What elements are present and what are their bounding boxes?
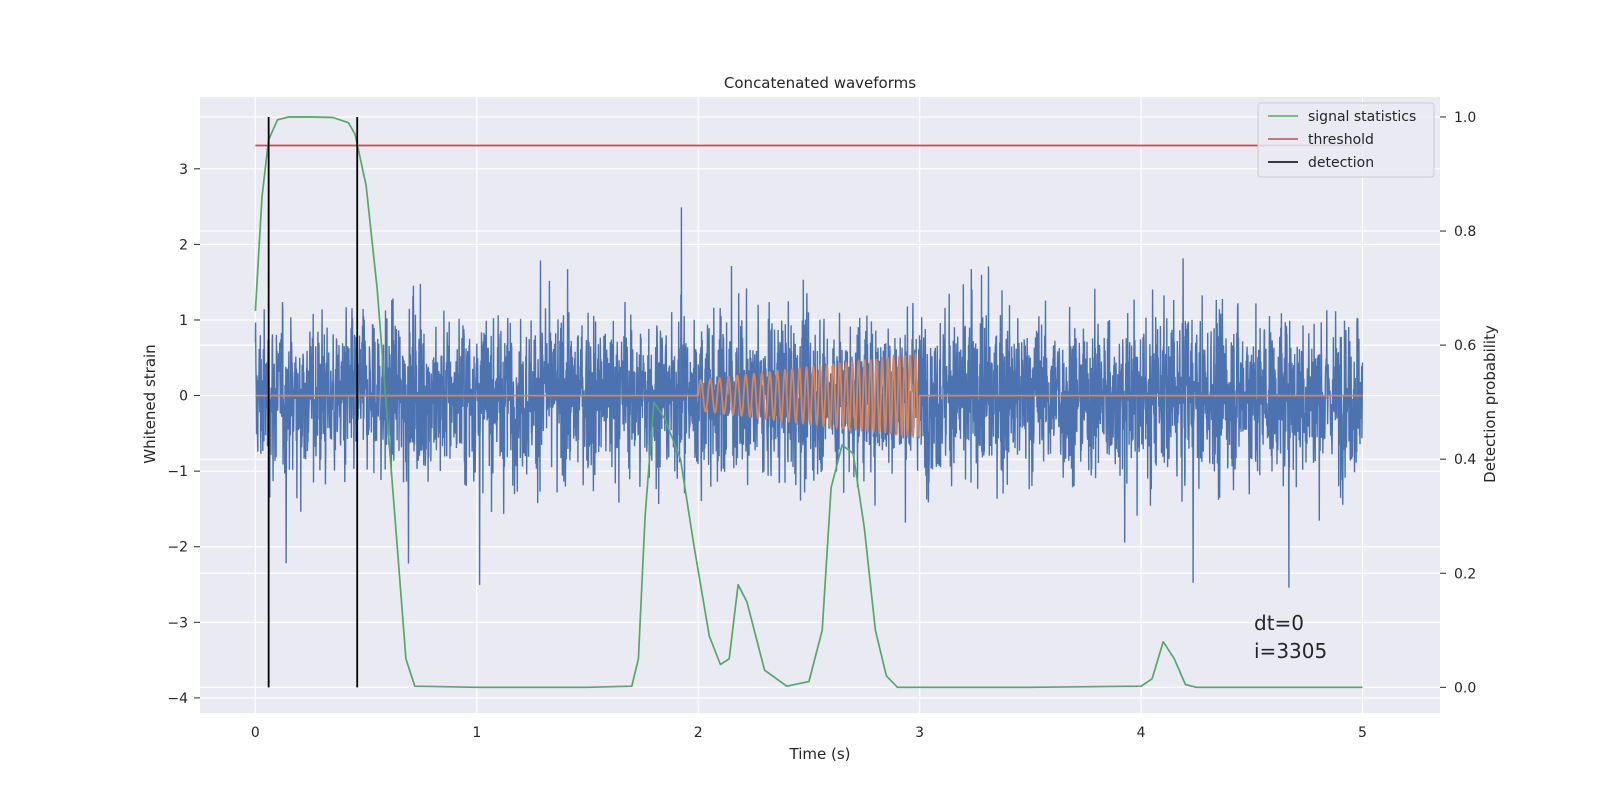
x-tick-label: 5 [1358, 725, 1367, 741]
legend-box [1257, 102, 1435, 178]
y-tick-label: −1 [167, 464, 188, 480]
y-tick-label: −4 [167, 691, 188, 707]
y-axis-label: Whitened strain [141, 344, 159, 463]
y-tick-labels: −4 −3 −2 −1 0 1 2 3 [167, 162, 200, 707]
x-tick-label: 3 [915, 725, 924, 741]
x-tick-labels: 0 1 2 3 4 5 [251, 725, 1367, 741]
y2-tick-label: 0.8 [1454, 224, 1476, 240]
y2-axis-label: Detection probability [1481, 325, 1499, 483]
y2-tick-labels: 0.0 0.2 0.4 0.6 0.8 1.0 [1440, 110, 1476, 696]
series-layer [254, 116, 1364, 689]
legend-label-detection: detection [1308, 155, 1374, 171]
x-tick-label: 2 [694, 725, 703, 741]
legend-label-signal-statistics: signal statistics [1308, 109, 1416, 125]
y-tick-label: 0 [179, 389, 188, 405]
series-line-injected-waveform [255, 351, 1363, 439]
y2-tick-label: 1.0 [1454, 110, 1476, 126]
y2-tick-label: 0.4 [1454, 452, 1476, 468]
y-tick-label: 1 [179, 313, 188, 329]
y-tick-label: −3 [167, 615, 188, 631]
x-tick-label: 0 [251, 725, 260, 741]
y-tick-label: 2 [179, 237, 188, 253]
legend-label-threshold: threshold [1308, 132, 1374, 148]
x-tick-label: 1 [472, 725, 481, 741]
legend: signal statistics threshold detection [1257, 102, 1435, 178]
y2-tick-label: 0.6 [1454, 338, 1476, 354]
y-tick-label: −2 [167, 540, 188, 556]
x-axis-label: Time (s) [789, 745, 851, 763]
x-tick-label: 4 [1137, 725, 1146, 741]
annotation-dt: dt=0 [1254, 611, 1304, 635]
y2-tick-label: 0.0 [1454, 680, 1476, 696]
y-tick-label: 3 [179, 162, 188, 178]
y2-tick-label: 0.2 [1454, 566, 1476, 582]
annotation-index: i=3305 [1254, 639, 1327, 663]
chart-title: Concatenated waveforms [724, 74, 916, 92]
